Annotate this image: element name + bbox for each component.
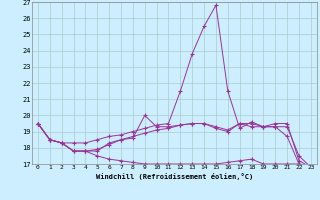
X-axis label: Windchill (Refroidissement éolien,°C): Windchill (Refroidissement éolien,°C): [96, 173, 253, 180]
